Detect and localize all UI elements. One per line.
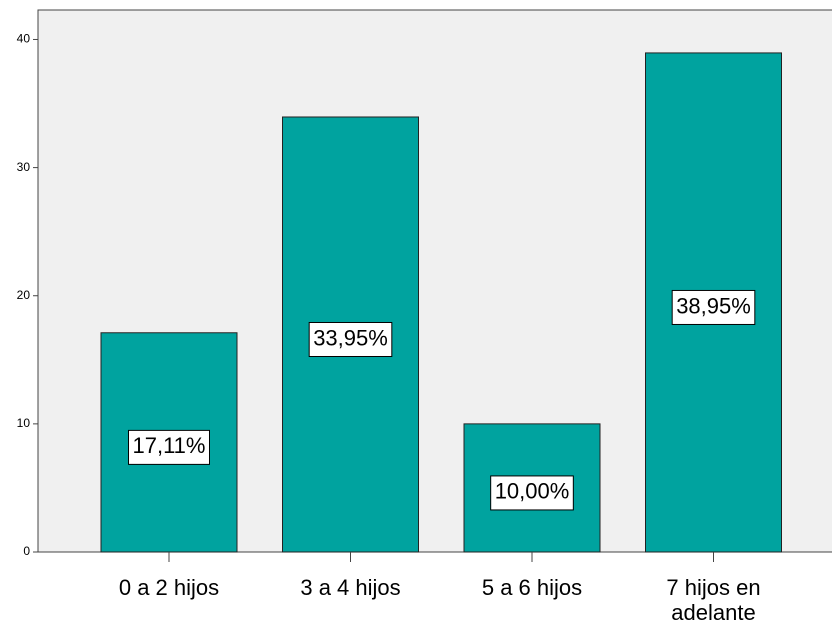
y-tick-label: 0 (23, 544, 30, 558)
data-label: 33,95% (313, 325, 388, 350)
data-label-box (490, 475, 574, 511)
data-label-box (128, 429, 210, 465)
y-tick-label: 30 (17, 160, 31, 174)
data-label: 10,00% (495, 479, 570, 504)
x-tick-label: 0 a 2 hijos (118, 575, 220, 600)
data-label-box (308, 321, 393, 357)
y-tick-label: 20 (17, 288, 31, 302)
x-tick-label: 5 a 6 hijos (481, 575, 583, 600)
data-label: 38,95% (676, 293, 751, 318)
y-tick-label: 10 (17, 416, 31, 430)
x-tick-label: 7 hijos en adelante (666, 575, 761, 625)
x-tick-label: 3 a 4 hijos (300, 575, 401, 600)
data-label: 17,11% (133, 433, 206, 458)
bar (282, 116, 419, 553)
y-tick-label: 40 (17, 32, 31, 46)
data-label-box (671, 289, 756, 325)
